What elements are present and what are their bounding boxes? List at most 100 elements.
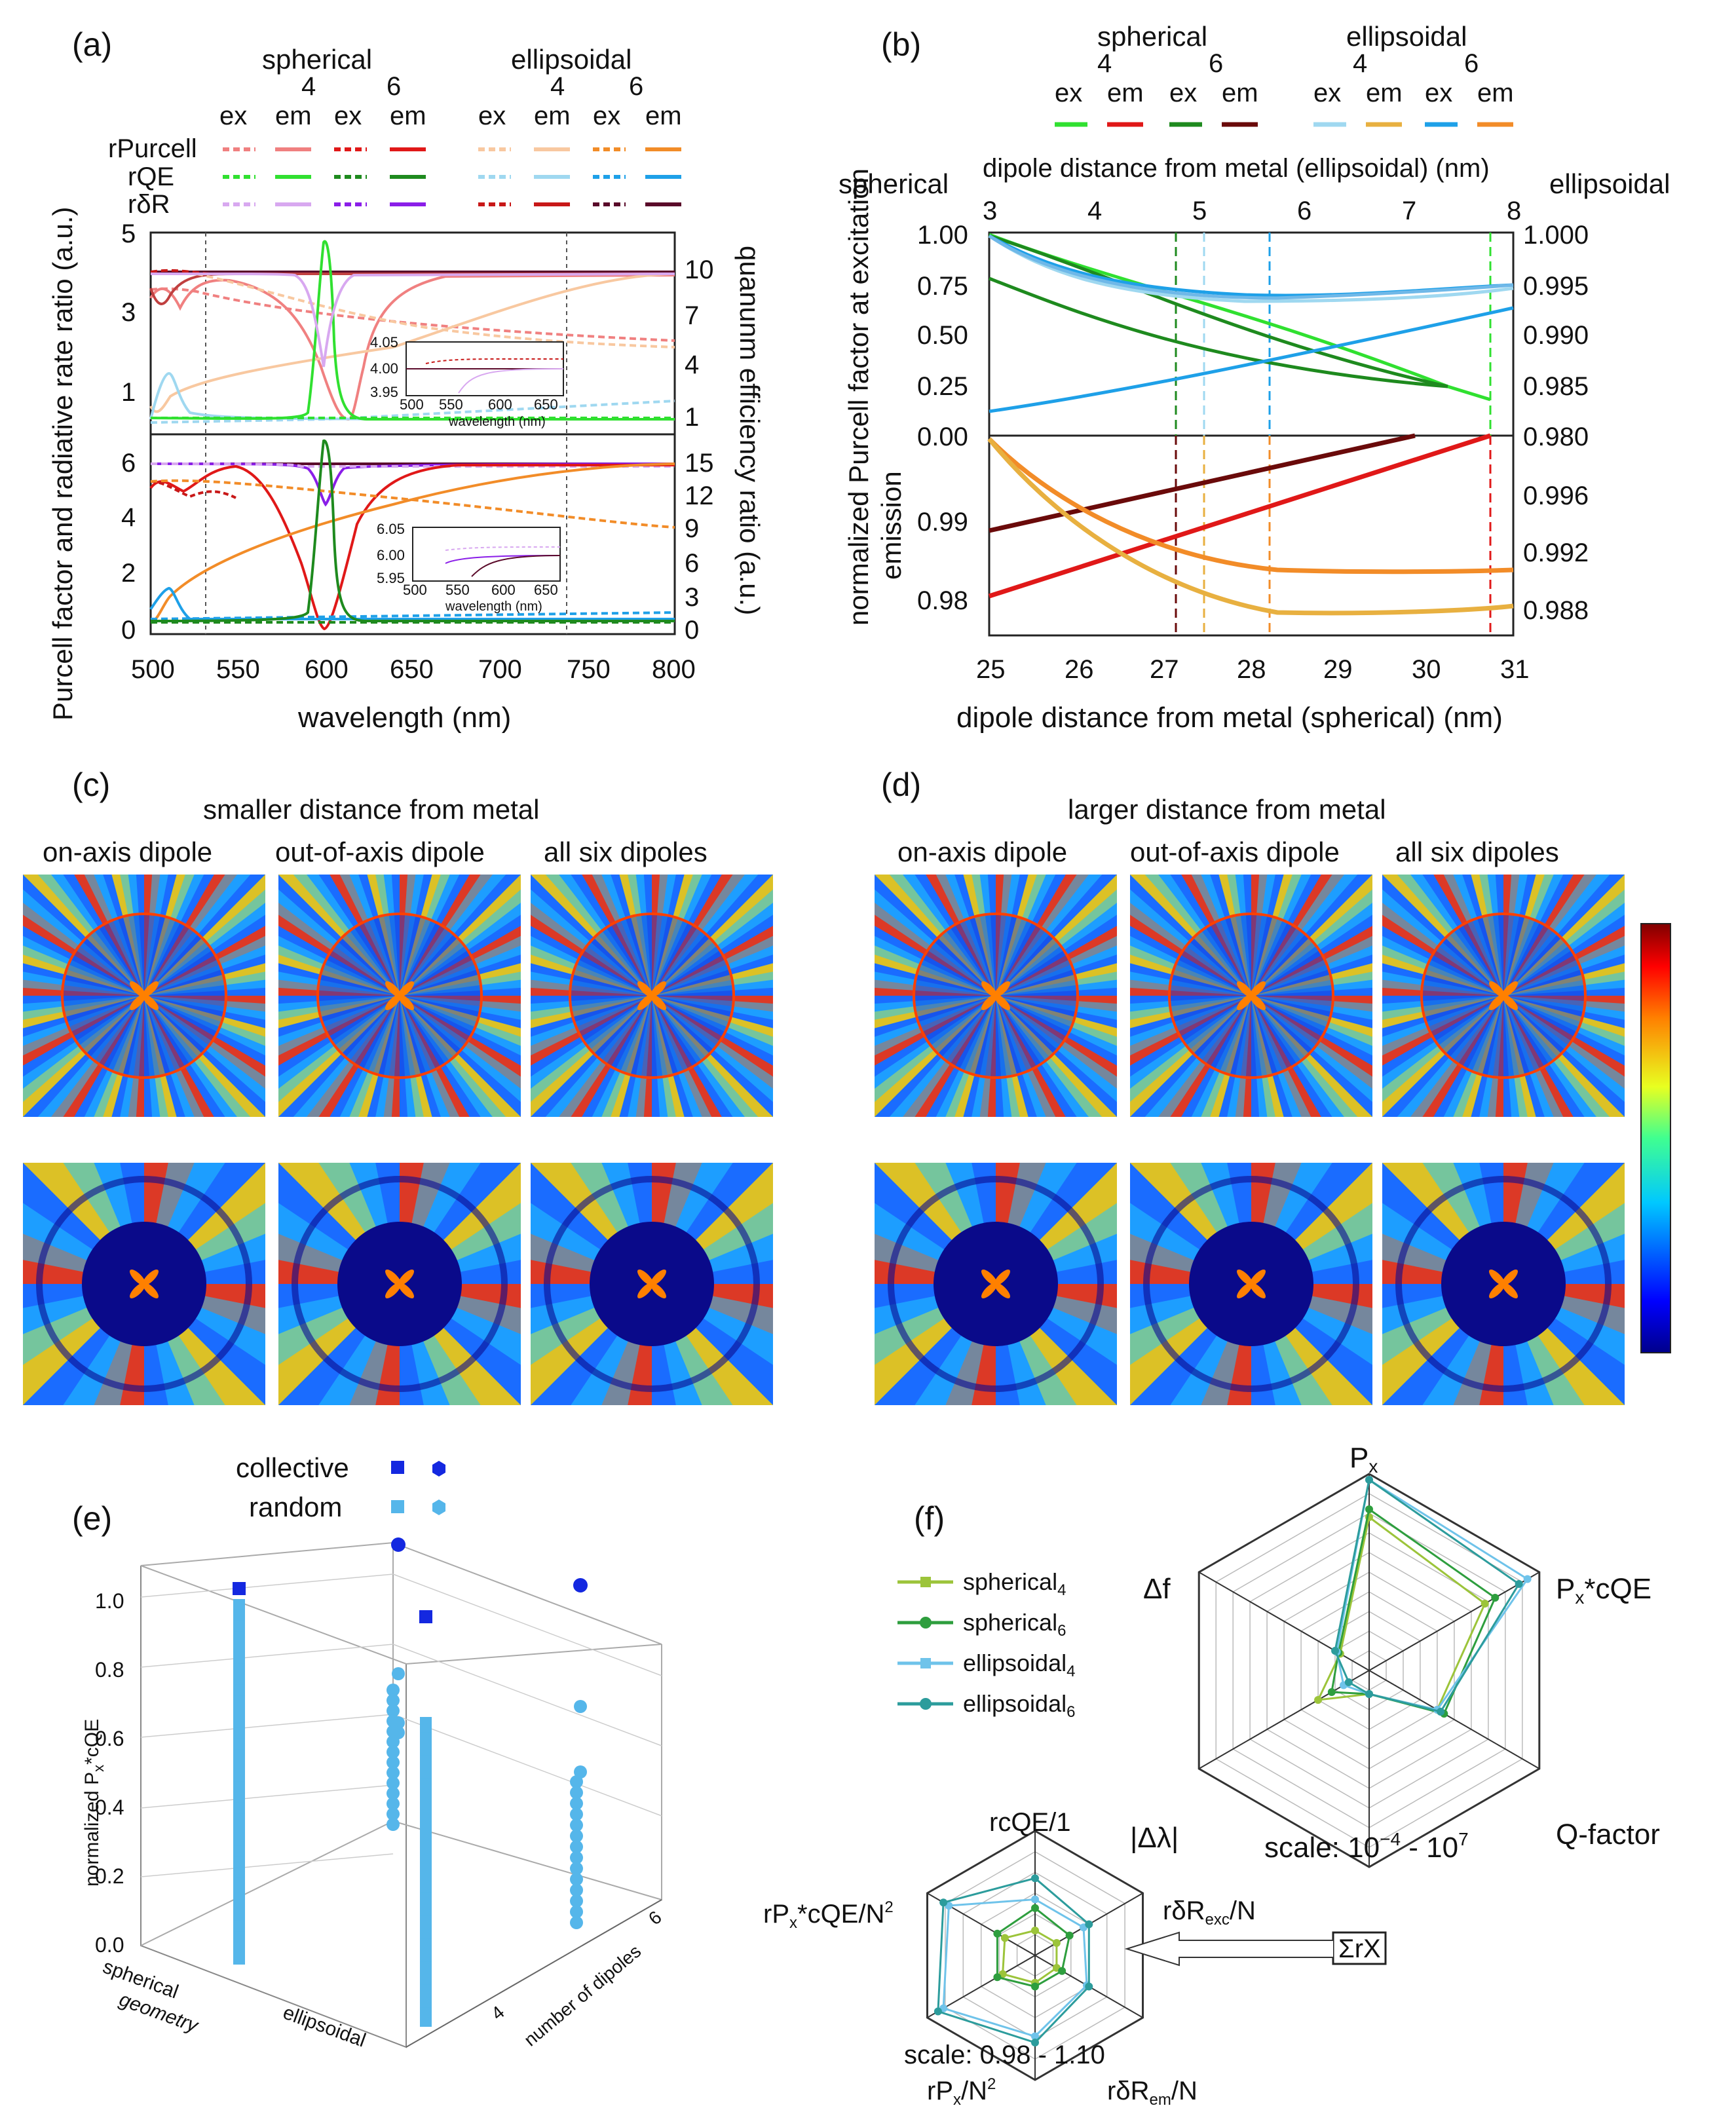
panel-e-legend-random: random bbox=[249, 1492, 342, 1522]
panel-b-bl-tick-0: 0.99 bbox=[917, 508, 968, 537]
random-point bbox=[233, 1835, 245, 1847]
panel-a-inset-bottom-ytick-2: 5.95 bbox=[377, 570, 405, 586]
panel-a-tr-tick-2: 4 bbox=[685, 350, 699, 379]
panel-a-n6-ell: 6 bbox=[629, 72, 643, 101]
panel-a-n4-ell: 4 bbox=[550, 72, 565, 101]
panel-b-tr-tick-0: 1.000 bbox=[1523, 221, 1589, 250]
random-point bbox=[570, 1905, 583, 1919]
panel-a-em4: em bbox=[645, 102, 682, 130]
panel-a-br-tick-1: 12 bbox=[685, 481, 714, 510]
panel-b-n4-ell: 4 bbox=[1353, 49, 1367, 78]
random-point bbox=[387, 1684, 400, 1697]
panel-a-xtick-6: 800 bbox=[652, 655, 696, 684]
radarSmall-point bbox=[1031, 1874, 1039, 1883]
panel-e-geometry-tick-1: ellipsoidal bbox=[280, 2002, 369, 2052]
panel-b-btick-0: 25 bbox=[976, 655, 1006, 684]
random-point bbox=[570, 1807, 583, 1821]
random-point bbox=[233, 1813, 245, 1826]
panel-a-bottom-curves bbox=[149, 439, 675, 631]
panel-a-br-tick-5: 0 bbox=[685, 616, 699, 645]
random-point bbox=[387, 1756, 400, 1769]
field-map-1-0 bbox=[23, 1163, 265, 1405]
radarBig-point bbox=[1344, 1678, 1353, 1686]
panel-e-gridlines bbox=[140, 1573, 662, 1877]
panel-a-row-rqe: rQE bbox=[128, 162, 174, 191]
radarSmall-point bbox=[1085, 1920, 1093, 1929]
legend-collective-square bbox=[391, 1461, 404, 1474]
radarSmall-point bbox=[1031, 2039, 1039, 2046]
panel-b-em3: em bbox=[1366, 79, 1403, 107]
panel-b-bottom-frame bbox=[988, 434, 1515, 637]
radarSmall-series-2 bbox=[942, 1898, 1088, 2038]
panel-b-ex1: ex bbox=[1055, 79, 1082, 107]
panel-a-tr-tick-0: 10 bbox=[685, 255, 714, 284]
field-maps bbox=[23, 875, 1625, 1405]
random-point bbox=[233, 1631, 245, 1644]
radarSmall-point bbox=[1031, 1982, 1039, 1991]
panel-b-vlines bbox=[1175, 233, 1492, 635]
panel-f-legend: spherical4 spherical6 ellipsoidal4 ellipsoi… bbox=[897, 1568, 1075, 1721]
random-point bbox=[570, 1840, 583, 1854]
panel-b-em2: em bbox=[1222, 79, 1258, 107]
panel-a-bottom-frame bbox=[149, 433, 676, 635]
radarSmall-point bbox=[1031, 2032, 1039, 2041]
radarBig-point bbox=[1515, 1580, 1523, 1588]
colorbar-gradient bbox=[1640, 923, 1671, 1353]
panel-a-inset-top-xtick-0: 500 bbox=[400, 396, 424, 413]
panel-a-xtick-2: 600 bbox=[305, 655, 349, 684]
panel-a-ex2: ex bbox=[334, 102, 362, 130]
radar-big-scale: scale: 10−4 - 107 bbox=[1264, 1829, 1469, 1864]
radarSmall-point bbox=[1058, 1967, 1066, 1975]
radar-big-axis-qfactor: Q-factor bbox=[1556, 1818, 1660, 1851]
panel-c: (c) smaller distance from metal on-axis … bbox=[43, 766, 708, 867]
random-point bbox=[233, 1802, 245, 1815]
panel-b-n6-ell: 6 bbox=[1464, 49, 1479, 78]
random-point bbox=[233, 1781, 245, 1794]
collective-point bbox=[391, 1537, 406, 1552]
panel-b-em1: em bbox=[1107, 79, 1144, 107]
panel-a-tr-tick-3: 1 bbox=[685, 403, 699, 432]
panel-a-xtick-0: 500 bbox=[131, 655, 175, 684]
legend-marker-1 bbox=[920, 1617, 932, 1629]
collective-point bbox=[419, 1610, 432, 1623]
panel-b-btick-6: 31 bbox=[1500, 655, 1530, 684]
field-map-1-3 bbox=[875, 1163, 1117, 1405]
sum-label: ΣrX bbox=[1338, 1934, 1381, 1963]
panel-e-zticks: 1.0 0.8 0.6 0.4 0.2 0.0 bbox=[95, 1589, 124, 1957]
panel-b-axis-ticks: 1.00 0.75 0.50 0.25 0.00 1.000 0.995 0.9… bbox=[917, 221, 1589, 684]
panel-f: (f) spherical4 spherical6 ellipsoidal4 elli… bbox=[763, 1442, 1660, 2109]
panel-c-title: smaller distance from metal bbox=[203, 794, 540, 825]
radarSmall-series-3 bbox=[937, 1877, 1090, 2044]
panel-b-br-tick-0: 0.996 bbox=[1523, 481, 1589, 510]
panel-e-ztick-1: 0.8 bbox=[95, 1658, 124, 1682]
field-map-0-4 bbox=[1130, 875, 1372, 1117]
panel-a-row-rdr: rδR bbox=[128, 190, 170, 219]
panel-b-ex2: ex bbox=[1169, 79, 1197, 107]
panel-e-dipoles-label: number of dipoles bbox=[520, 1941, 645, 2050]
panel-a-inset-top: 4.05 4.00 3.95 500 550 600 650 wavelengt… bbox=[370, 334, 564, 429]
panel-a-inset-bottom-xlabel: wavelength (nm) bbox=[445, 599, 542, 614]
panel-a-inset-top-ytick-0: 4.05 bbox=[370, 334, 398, 350]
field-map-0-3 bbox=[875, 875, 1117, 1117]
panel-a-axis-ticks: 5 3 1 10 7 4 1 6 4 2 0 15 12 9 6 3 0 500… bbox=[121, 219, 714, 684]
panel-b-ttick-1: 4 bbox=[1087, 197, 1102, 225]
panel-a-row-rpurcell: rPurcell bbox=[108, 134, 197, 163]
panel-c-col-2: all six dipoles bbox=[544, 837, 708, 867]
radar-small-axis-rcqe: rcQE/1 bbox=[989, 1808, 1070, 1837]
radarSmall-point bbox=[1052, 1939, 1061, 1947]
radarSmall-point bbox=[993, 1929, 1002, 1938]
panel-b-ttick-0: 3 bbox=[983, 197, 997, 225]
panel-d-label: (d) bbox=[881, 766, 921, 803]
panel-a-inset-bottom-xtick-1: 550 bbox=[445, 582, 470, 598]
panel-a-xtick-4: 700 bbox=[478, 655, 522, 684]
random-point bbox=[233, 1792, 245, 1804]
panel-b-left-corner: spherical bbox=[839, 168, 949, 199]
panel-e-dipoles-tick-6: 6 bbox=[645, 1907, 666, 1929]
panel-b-ttick-2: 5 bbox=[1192, 197, 1207, 225]
panel-f-label: (f) bbox=[914, 1500, 945, 1537]
panel-a-xlabel: wavelength (nm) bbox=[297, 702, 511, 734]
field-map-1-2 bbox=[531, 1163, 773, 1405]
radar-small bbox=[926, 1830, 1144, 2081]
radar-small-scale: scale: 0.98 - 1.10 bbox=[904, 2041, 1105, 2069]
